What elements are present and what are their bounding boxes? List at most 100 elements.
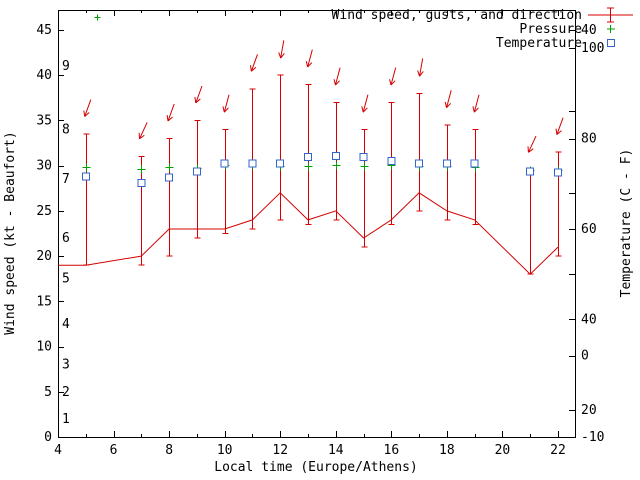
temperature-point (387, 157, 396, 166)
y-right-celsius-label: 0 (581, 349, 589, 364)
x-tick-label: 20 (495, 443, 511, 458)
wind-direction-arrow-head (251, 66, 257, 72)
wind-direction-arrow-head (83, 110, 86, 117)
y-right-fahrenheit-label: 40 (581, 312, 597, 327)
wind-direction-arrow-head (307, 62, 313, 68)
wind-direction-arrow-shaft (307, 49, 313, 68)
wind-direction-arrow-head (195, 98, 201, 104)
beaufort-label: 1 (62, 412, 70, 427)
temperature-point (276, 159, 285, 168)
wind-direction-arrow-shaft (280, 40, 285, 59)
wind-direction-arrow-head (305, 61, 309, 68)
left-axis-title: Wind speed (kt - Beaufort) (3, 131, 18, 335)
wind-direction-arrow-shaft (167, 103, 175, 122)
wind-direction-arrow-head (362, 107, 368, 113)
wind-direction-arrow-shaft (334, 67, 341, 86)
y-left-tick-label: 0 (44, 430, 52, 445)
wind-direction-arrow-head (84, 112, 90, 117)
wind-direction-arrow-head (417, 70, 421, 77)
wind-direction-arrow-head (390, 80, 396, 86)
wind-direction-arrow-shaft (390, 67, 397, 86)
temperature-point (331, 152, 340, 161)
wind-direction-arrow-head (280, 53, 285, 59)
x-tick-label: 4 (54, 443, 62, 458)
legend-label-temperature: Temperature (496, 36, 582, 51)
y-left-tick-label: 5 (44, 385, 52, 400)
x-tick-label: 22 (550, 443, 566, 458)
x-axis-title: Local time (Europe/Athens) (214, 460, 418, 475)
wind-direction-arrow-head (166, 114, 169, 122)
wind-direction-arrow-shaft (527, 135, 537, 153)
wind-direction-arrow-head (223, 107, 229, 113)
temperature-point (192, 167, 201, 176)
x-tick-label: 16 (384, 443, 400, 458)
temperature-point (470, 159, 479, 168)
y-left-tick-label: 20 (36, 249, 52, 264)
beaufort-label: 2 (62, 385, 70, 400)
beaufort-label: 6 (62, 231, 70, 246)
right-axis-title: Temperature (C - F) (619, 149, 634, 298)
temperature-point (304, 153, 312, 161)
y-left-tick-label: 30 (36, 159, 52, 174)
wind-direction-arrow-head (335, 80, 340, 86)
temperature-point (415, 159, 424, 168)
y-right-fahrenheit-label: 20 (581, 403, 597, 418)
y-right-celsius-label: 40 (581, 23, 597, 38)
x-tick-label: 10 (217, 443, 233, 458)
wind-direction-arrow-head (139, 134, 145, 140)
x-tick-label: 8 (165, 443, 173, 458)
wind-direction-arrow-head (222, 106, 225, 113)
beaufort-label: 3 (62, 358, 70, 373)
y-left-tick-label: 15 (36, 294, 52, 309)
temperature-point (359, 153, 368, 161)
wind-direction-arrow-head (333, 79, 336, 86)
wind-direction-arrow-shaft (223, 94, 230, 113)
x-tick-label: 14 (328, 443, 344, 458)
beaufort-label: 9 (62, 59, 70, 74)
wind-direction-arrow-head (389, 79, 392, 86)
beaufort-label: 7 (62, 172, 70, 187)
y-left-tick-label: 45 (36, 23, 52, 38)
x-tick-label: 6 (110, 443, 118, 458)
beaufort-label: 5 (62, 272, 70, 287)
wind-direction-arrow-shaft (195, 85, 203, 104)
wind-direction-arrow-head (444, 101, 448, 108)
wind-direction-arrow-shaft (446, 90, 452, 108)
temperature-point (442, 159, 451, 168)
wind-direction-arrow-shaft (473, 94, 480, 113)
wind-direction-arrow-shaft (250, 54, 258, 72)
wind-direction-arrow-head (361, 106, 364, 113)
wind-direction-arrow-head (528, 148, 534, 153)
x-tick-label: 18 (439, 443, 455, 458)
temperature-point (81, 172, 90, 181)
y-left-tick-label: 25 (36, 204, 52, 219)
wind-direction-arrow-head (473, 107, 479, 113)
y-right-fahrenheit-label: 100 (581, 41, 604, 56)
wind-direction-arrow-head (194, 96, 197, 103)
temperature-point (526, 167, 535, 176)
wind-direction-arrow-head (419, 71, 424, 77)
legend-temperature-sample (607, 39, 615, 47)
wind-direction-arrow-shaft (362, 94, 369, 113)
temperature-point (165, 173, 174, 182)
beaufort-label: 4 (62, 317, 70, 332)
beaufort-label: 8 (62, 122, 70, 137)
y-left-tick-label: 40 (36, 68, 52, 83)
wind-direction-arrow-head (278, 52, 282, 59)
x-tick-label: 12 (272, 443, 288, 458)
wind-direction-arrow-shaft (556, 117, 564, 135)
temperature-point (248, 159, 257, 168)
wind-direction-arrow-shaft (139, 122, 148, 139)
wind-direction-arrow-head (556, 130, 562, 135)
temperature-point (137, 179, 146, 187)
legend-label-pressure: Pressure (519, 22, 582, 37)
wind-direction-arrow-head (555, 128, 558, 135)
wind-direction-arrow-shaft (84, 99, 92, 117)
temperature-point (220, 159, 229, 168)
plot-border (58, 10, 576, 438)
y-left-tick-label: 10 (36, 340, 52, 355)
wind-direction-arrow-head (446, 102, 452, 109)
wind-direction-arrow-head (167, 116, 173, 122)
